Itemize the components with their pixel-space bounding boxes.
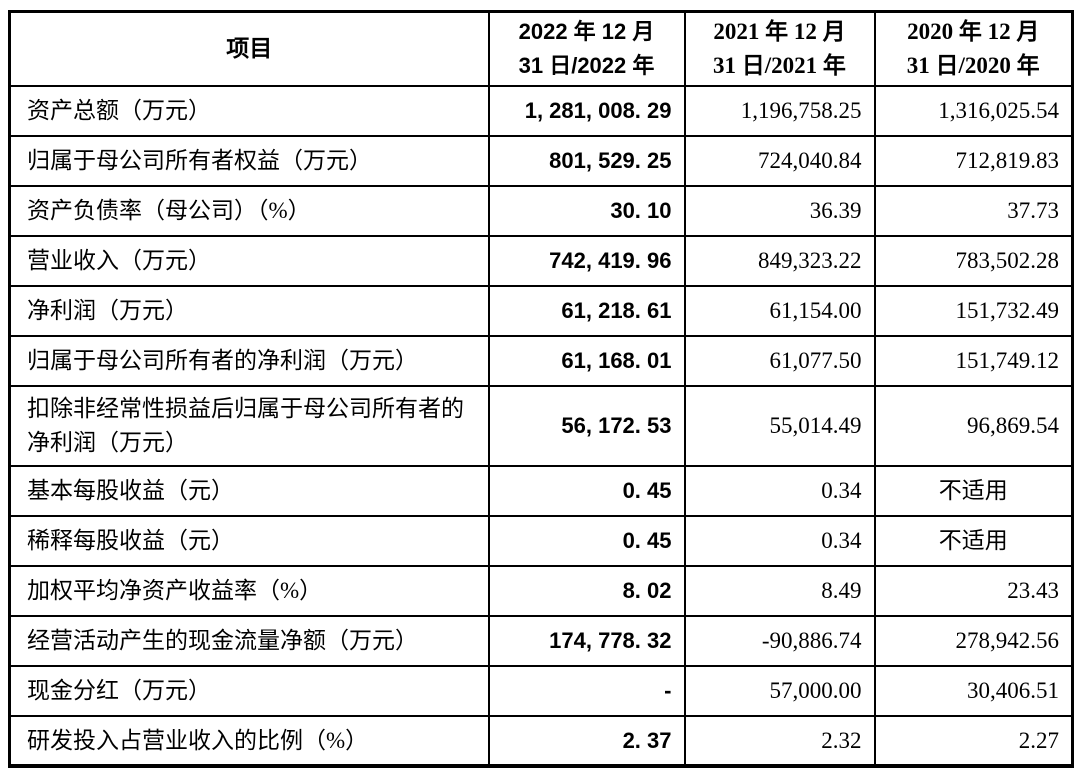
row-item-label: 归属于母公司所有者的净利润（万元） <box>8 335 490 387</box>
table-row: 研发投入占营业收入的比例（%） 2. 37 2.32 2.27 <box>8 715 1074 767</box>
table-row: 归属于母公司所有者的净利润（万元） 61, 168. 01 61,077.50 151… <box>8 335 1074 387</box>
value-2020: 151,749.12 <box>873 335 1074 387</box>
value-2020: 2.27 <box>873 715 1074 767</box>
row-item-label: 资产总额（万元） <box>8 85 490 137</box>
value-2022: 1, 281, 008. 29 <box>487 85 686 137</box>
value-2020: 151,732.49 <box>873 285 1074 337</box>
value-2022: 30. 10 <box>487 185 686 237</box>
column-header-2021-line1: 2021 年 12 月 <box>713 19 846 44</box>
column-header-2021-line2: 31 日/2021 年 <box>713 53 846 78</box>
value-2020: 不适用 <box>873 465 1074 517</box>
value-2022: 0. 45 <box>487 515 686 567</box>
value-2022: 61, 168. 01 <box>487 335 686 387</box>
value-2022: - <box>487 665 686 717</box>
value-2021: 0.34 <box>683 465 876 517</box>
value-2020: 278,942.56 <box>873 615 1074 667</box>
table-row: 基本每股收益（元） 0. 45 0.34 不适用 <box>8 465 1074 517</box>
table-row: 营业收入（万元） 742, 419. 96 849,323.22 783,502.28 <box>8 235 1074 287</box>
value-2021: 8.49 <box>683 565 876 617</box>
value-2022: 0. 45 <box>487 465 686 517</box>
column-header-2020: 2020 年 12 月 31 日/2020 年 <box>873 10 1074 87</box>
value-2022: 8. 02 <box>487 565 686 617</box>
table-header-row: 项目 2022 年 12 月 31 日/2022 年 2021 年 12 月 3… <box>8 10 1074 87</box>
table-row: 现金分红（万元） -57,000.00 30,406.51 <box>8 665 1074 717</box>
table-row: 归属于母公司所有者权益（万元） 801, 529. 25 724,040.84 712… <box>8 135 1074 187</box>
row-item-label: 资产负债率（母公司）（%） <box>8 185 490 237</box>
row-item-label: 营业收入（万元） <box>8 235 490 287</box>
value-2021: 849,323.22 <box>683 235 876 287</box>
column-header-2022: 2022 年 12 月 31 日/2022 年 <box>487 10 686 87</box>
value-2021: 36.39 <box>683 185 876 237</box>
table-row: 净利润（万元） 61, 218. 61 61,154.00 151,732.49 <box>8 285 1074 337</box>
value-2022: 742, 419. 96 <box>487 235 686 287</box>
value-2020: 23.43 <box>873 565 1074 617</box>
row-item-label: 加权平均净资产收益率（%） <box>8 565 490 617</box>
table-row: 资产负债率（母公司）（%） 30. 10 36.39 37.73 <box>8 185 1074 237</box>
table-body: 资产总额（万元） 1, 281, 008. 29 1,196,758.25 1,316… <box>8 85 1074 767</box>
column-header-2022-line2: 31 日/2022 年 <box>518 53 655 78</box>
row-item-label: 扣除非经常性损益后归属于母公司所有者的净利润（万元） <box>8 385 490 467</box>
value-2022: 2. 37 <box>487 715 686 767</box>
value-2021: 61,154.00 <box>683 285 876 337</box>
row-item-label: 研发投入占营业收入的比例（%） <box>8 715 490 767</box>
column-header-item-label: 项目 <box>226 36 273 61</box>
value-2022: 174, 778. 32 <box>487 615 686 667</box>
row-item-label: 经营活动产生的现金流量净额（万元） <box>8 615 490 667</box>
table-row: 稀释每股收益（元） 0. 45 0.34 不适用 <box>8 515 1074 567</box>
row-item-label: 净利润（万元） <box>8 285 490 337</box>
value-2020: 30,406.51 <box>873 665 1074 717</box>
row-item-label: 基本每股收益（元） <box>8 465 490 517</box>
column-header-2020-line1: 2020 年 12 月 <box>907 19 1040 44</box>
row-item-label: 现金分红（万元） <box>8 665 490 717</box>
value-2020: 96,869.54 <box>873 385 1074 467</box>
value-2021: 0.34 <box>683 515 876 567</box>
value-2022: 801, 529. 25 <box>487 135 686 187</box>
value-2021: 57,000.00 <box>683 665 876 717</box>
value-2021: 61,077.50 <box>683 335 876 387</box>
value-2021: 55,014.49 <box>683 385 876 467</box>
value-2021: 2.32 <box>683 715 876 767</box>
value-2022: 56, 172. 53 <box>487 385 686 467</box>
value-2020: 1,316,025.54 <box>873 85 1074 137</box>
column-header-2020-line2: 31 日/2020 年 <box>906 53 1040 78</box>
value-2021: -90,886.74 <box>683 615 876 667</box>
row-item-label: 归属于母公司所有者权益（万元） <box>8 135 490 187</box>
value-2020: 不适用 <box>873 515 1074 567</box>
value-2021: 1,196,758.25 <box>683 85 876 137</box>
table-row: 资产总额（万元） 1, 281, 008. 29 1,196,758.25 1,316… <box>8 85 1074 137</box>
financial-summary-table: 项目 2022 年 12 月 31 日/2022 年 2021 年 12 月 3… <box>8 10 1074 768</box>
value-2022: 61, 218. 61 <box>487 285 686 337</box>
table-row: 经营活动产生的现金流量净额（万元） 174, 778. 32 -90,886.74 2… <box>8 615 1074 667</box>
column-header-item: 项目 <box>8 10 490 87</box>
table-row: 扣除非经常性损益后归属于母公司所有者的净利润（万元） 56, 172. 53 55,… <box>8 385 1074 467</box>
value-2020: 712,819.83 <box>873 135 1074 187</box>
row-item-label: 稀释每股收益（元） <box>8 515 490 567</box>
column-header-2022-line1: 2022 年 12 月 <box>518 19 655 44</box>
value-2020: 37.73 <box>873 185 1074 237</box>
value-2020: 783,502.28 <box>873 235 1074 287</box>
table-row: 加权平均净资产收益率（%） 8. 02 8.49 23.43 <box>8 565 1074 617</box>
value-2021: 724,040.84 <box>683 135 876 187</box>
column-header-2021: 2021 年 12 月 31 日/2021 年 <box>683 10 876 87</box>
